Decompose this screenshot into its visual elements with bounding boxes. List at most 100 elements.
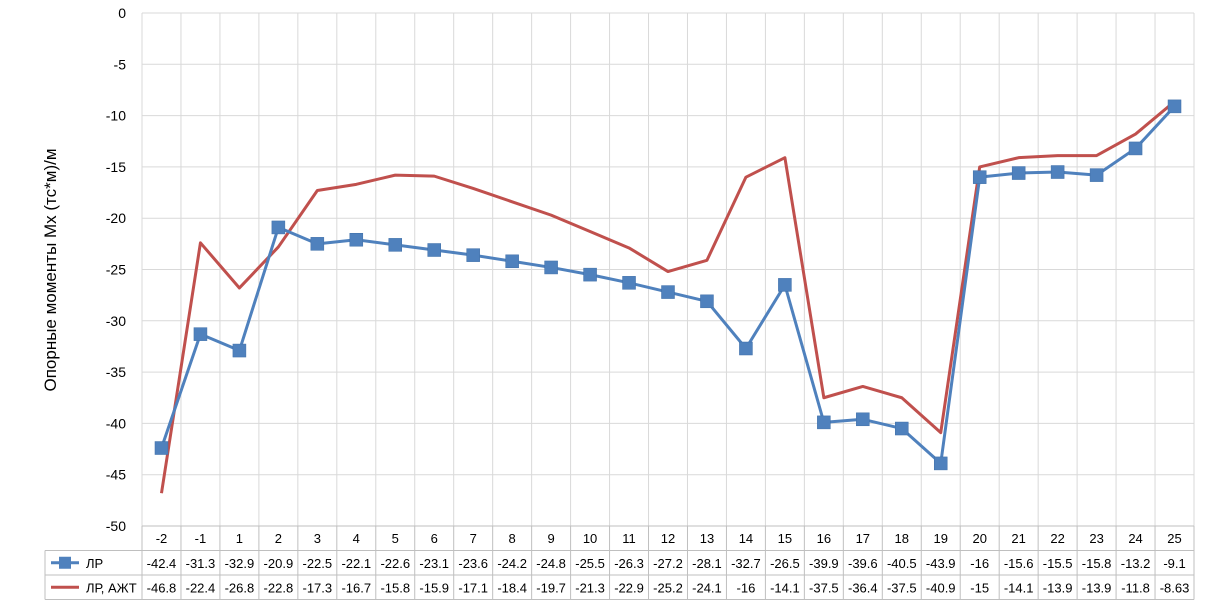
data-point [739,341,753,356]
x-tick-label: 4 [353,531,360,546]
x-tick-label: 10 [583,531,597,546]
data-table-value: -15.8 [380,580,410,595]
data-table-value: -40.5 [887,556,917,571]
x-tick-label: 23 [1089,531,1103,546]
data-table-value: -43.9 [926,556,956,571]
data-point [933,456,948,471]
y-tick-label: 0 [118,5,126,21]
data-table-value: -22.8 [264,580,294,595]
data-point [1089,168,1104,182]
series-line [159,100,1176,494]
data-table-value: -24.1 [692,580,722,595]
data-point [544,260,558,275]
legend-key-marker [59,556,71,569]
y-tick-label: -15 [106,159,126,175]
data-table-value: -28.1 [692,556,722,571]
data-point [1011,166,1026,180]
data-table-value: -32.9 [225,556,255,571]
data-table-value: -25.2 [653,580,683,595]
data-table-value: -19.7 [536,580,566,595]
data-point [1167,99,1182,114]
data-table-value: -15 [970,580,989,595]
x-tick-label: 5 [392,531,399,546]
x-tick-label: 19 [934,531,948,546]
legend-series-name: ЛР, АЖТ [86,580,137,595]
data-point [1128,141,1143,156]
series-lines [154,99,1182,494]
x-tick-label: 2 [275,531,282,546]
data-table-value: -26.3 [614,556,644,571]
data-point [1050,165,1065,179]
data-point [700,294,714,309]
data-table-value: -22.4 [186,580,216,595]
data-point [427,243,441,257]
x-tick-label: 24 [1128,531,1142,546]
data-point [349,232,364,247]
y-tick-label: -45 [106,467,126,483]
y-tick-label: -40 [106,415,126,431]
x-tick-label: 18 [895,531,909,546]
data-point [193,327,208,341]
data-table-value: -13.9 [1082,580,1112,595]
data-table-value: -24.8 [536,556,566,571]
data-table-value: -22.1 [341,556,371,571]
data-table-value: -17.3 [303,580,333,595]
y-tick-label: -50 [106,518,126,534]
data-table-value: -42.4 [147,556,177,571]
x-tick-label: 21 [1011,531,1025,546]
data-table-value: -39.9 [809,556,839,571]
data-table-value: -27.2 [653,556,683,571]
x-tick-label: 3 [314,531,321,546]
data-table-value: -8.63 [1160,580,1190,595]
data-table-value: -39.6 [848,556,878,571]
data-table-value: -11.8 [1121,580,1150,595]
y-axis: 0 -5 -10 -15 -20 -25 -30 -35 -40 -45 -50 [106,5,126,534]
data-table-value: -16 [970,556,989,571]
x-tick-label: 20 [972,531,986,546]
y-axis-label: Опорные моменты Mx (тс*м)/м [41,148,60,391]
data-table-value: -15.6 [1004,556,1034,571]
y-tick-label: -10 [106,108,126,124]
data-table-value: -13.9 [1043,580,1073,595]
data-point [154,441,169,455]
data-table-value: -13.2 [1121,556,1151,571]
data-point [310,237,325,251]
data-table-value: -17.1 [458,580,488,595]
x-tick-label: 8 [509,531,516,546]
data-table-value: -46.8 [147,580,177,595]
y-tick-label: -5 [114,56,127,72]
x-tick-label: 11 [622,531,636,546]
data-table-value: -15.5 [1043,556,1073,571]
data-point [778,278,792,292]
data-table-value: -25.5 [575,556,605,571]
data-table-value: -15.9 [419,580,449,595]
data-table-value: -15.8 [1082,556,1112,571]
data-point [856,412,870,427]
data-table-value: -21.3 [575,580,605,595]
x-tick-label: 17 [856,531,870,546]
x-tick-label: 1 [236,531,243,546]
x-tick-label: 25 [1167,531,1181,546]
data-table-value: -23.6 [458,556,488,571]
data-table-value: -22.5 [303,556,333,571]
x-tick-label: 7 [470,531,477,546]
data-table-value: -37.5 [887,580,917,595]
data-point [661,285,675,299]
data-point [505,254,519,269]
data-point [622,276,636,290]
y-tick-label: -25 [106,262,126,278]
x-tick-label: 12 [661,531,675,546]
gridlines [141,12,1195,527]
data-table-value: -14.1 [1004,580,1034,595]
x-tick-label: 22 [1050,531,1064,546]
data-table-value: -22.6 [380,556,410,571]
x-tick-label: 15 [778,531,792,546]
series-line [160,105,1176,465]
data-table-value: -36.4 [848,580,878,595]
data-point [895,421,909,436]
data-point [972,170,987,184]
legend-series-name: ЛР [86,556,103,571]
y-tick-label: -35 [106,364,126,380]
data-table-value: -9.1 [1163,556,1185,571]
